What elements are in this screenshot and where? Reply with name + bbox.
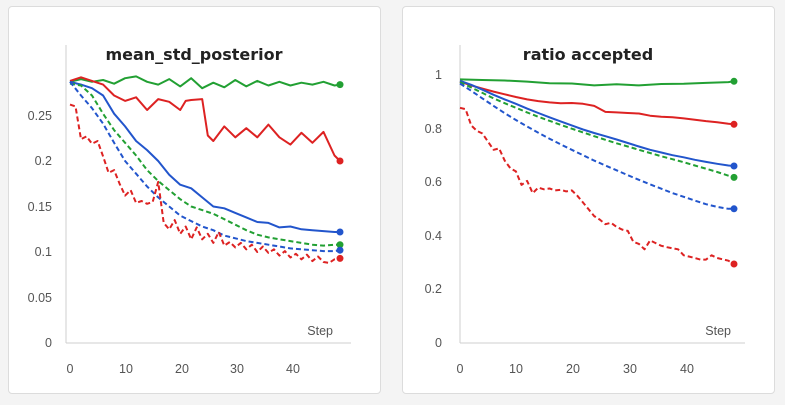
y-tick-label: 0.25 xyxy=(28,109,52,123)
series-line-red-dashed xyxy=(69,103,341,264)
series-end-point xyxy=(336,228,344,236)
chart-title: ratio accepted xyxy=(523,45,653,64)
x-tick-label: 10 xyxy=(509,362,523,376)
series-end-point xyxy=(336,157,344,165)
series-line-green-solid xyxy=(69,75,341,90)
x-tick-label: 0 xyxy=(67,362,74,376)
plot-area xyxy=(459,77,738,268)
y-tick-label: 0.4 xyxy=(425,229,442,243)
series-line-red-solid xyxy=(69,76,341,162)
y-ticks: 0 0.05 0.1 0.15 0.2 0.25 xyxy=(28,109,52,350)
x-tick-label: 40 xyxy=(680,362,694,376)
series-line-green-solid xyxy=(459,78,735,87)
x-ticks: 0 10 20 30 40 xyxy=(457,362,694,376)
series-end-point xyxy=(730,260,738,268)
series-end-point xyxy=(336,246,344,254)
series-end-point xyxy=(336,241,344,249)
series-line-green-dashed xyxy=(69,82,340,247)
x-ticks: 0 10 20 30 40 xyxy=(67,362,300,376)
y-tick-label: 0.2 xyxy=(425,282,442,296)
series-line-blue-solid xyxy=(459,79,735,167)
x-tick-label: 20 xyxy=(175,362,189,376)
y-tick-label: 1 xyxy=(435,68,442,82)
series-line-red-dashed xyxy=(459,106,735,265)
series-end-point xyxy=(730,205,738,213)
y-tick-label: 0.05 xyxy=(28,291,52,305)
series-line-red-solid xyxy=(459,80,735,126)
x-axis-label: Step xyxy=(307,324,333,338)
y-tick-label: 0.8 xyxy=(425,122,442,136)
series-end-point xyxy=(336,254,344,262)
x-tick-label: 40 xyxy=(286,362,300,376)
y-tick-label: 0 xyxy=(45,336,52,350)
y-tick-label: 0.1 xyxy=(35,245,52,259)
series-end-point xyxy=(336,81,344,89)
series-end-point xyxy=(730,77,738,85)
series-line-blue-dashed xyxy=(459,82,734,210)
y-tick-label: 0.2 xyxy=(35,154,52,168)
y-ticks: 0 0.2 0.4 0.6 0.8 1 xyxy=(425,68,442,350)
chart-title: mean_std_posterior xyxy=(105,45,282,64)
chart-panel-ratio-accepted: ratio accepted 0 0.2 0.4 0.6 0.8 1 0 10 … xyxy=(402,6,775,394)
x-tick-label: 30 xyxy=(230,362,244,376)
x-tick-label: 30 xyxy=(623,362,637,376)
y-tick-label: 0.15 xyxy=(28,200,52,214)
series-line-blue-solid xyxy=(69,80,340,233)
y-tick-label: 0 xyxy=(435,336,442,350)
chart-svg: ratio accepted 0 0.2 0.4 0.6 0.8 1 0 10 … xyxy=(425,45,745,376)
chart-panel-mean-std-posterior: mean_std_posterior 0 0.05 0.1 0.15 0.2 0… xyxy=(8,6,381,394)
series-end-point xyxy=(730,162,738,170)
x-tick-label: 20 xyxy=(566,362,580,376)
series-line-blue-dashed xyxy=(69,81,341,253)
x-tick-label: 10 xyxy=(119,362,133,376)
y-tick-label: 0.6 xyxy=(425,175,442,189)
series-line-green-dashed xyxy=(459,81,735,179)
series-end-point xyxy=(730,120,738,128)
x-tick-label: 0 xyxy=(457,362,464,376)
x-axis-label: Step xyxy=(705,324,731,338)
chart-svg: mean_std_posterior 0 0.05 0.1 0.15 0.2 0… xyxy=(28,45,351,376)
plot-area xyxy=(69,75,344,264)
series-end-point xyxy=(730,173,738,181)
